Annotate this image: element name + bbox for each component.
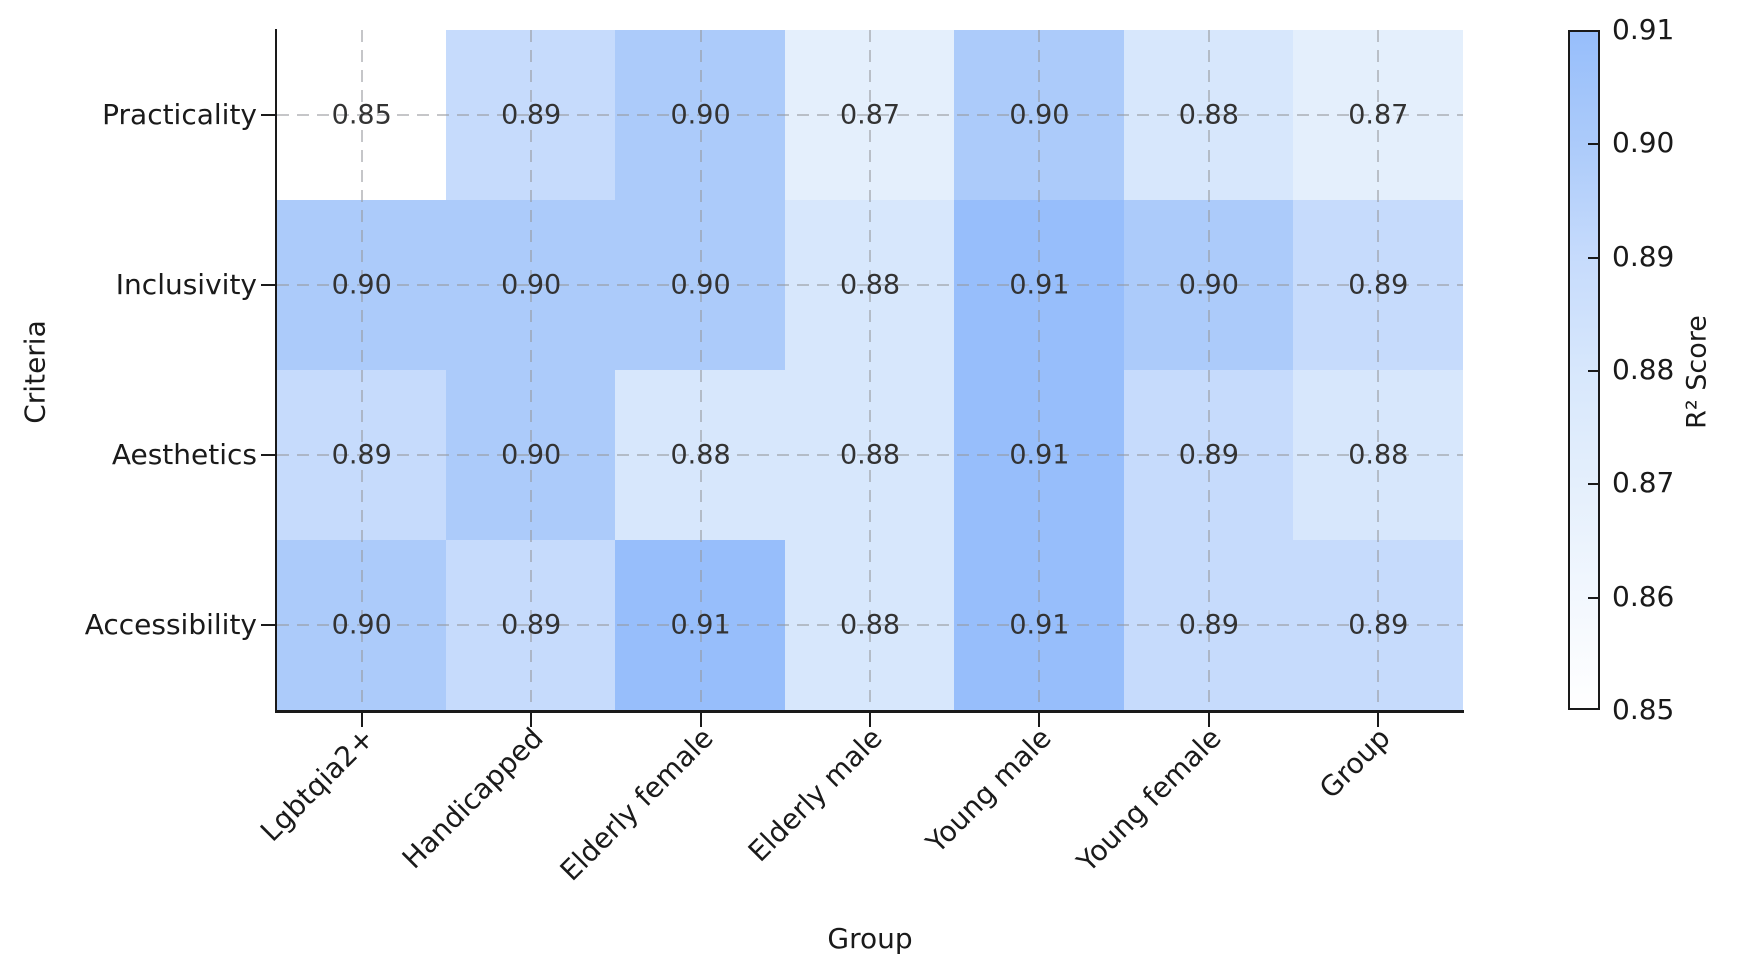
gridline-vertical — [869, 30, 871, 710]
cell-value-label: 0.90 — [331, 609, 392, 641]
gridline-vertical — [1038, 30, 1041, 710]
x-tick-label: Young female — [1070, 721, 1228, 879]
x-tick-label: Group — [1313, 721, 1397, 805]
colorbar-tick-mark — [1588, 596, 1600, 599]
cell-value-label: 0.91 — [1009, 609, 1070, 641]
colorbar-tick-mark — [1588, 483, 1600, 486]
x-axis-spine — [274, 710, 1464, 713]
x-axis-title: Group — [827, 922, 913, 955]
colorbar-tick-mark — [1588, 30, 1600, 32]
x-tick-mark — [699, 712, 702, 727]
y-axis-title: Criteria — [18, 320, 52, 424]
heatmap-plot-area: 0.85 0.89 0.90 0.87 0.90 0.88 0.87 0.90 0.90 0.90… — [276, 29, 1464, 711]
cell-value-label: 0.90 — [1178, 269, 1239, 301]
colorbar-title: R² Score — [1681, 315, 1713, 429]
x-tick-mark — [1377, 712, 1380, 727]
cell-value-label: 0.89 — [331, 439, 392, 471]
gridline-vertical — [1377, 30, 1380, 710]
gridline-horizontal — [277, 624, 1463, 626]
cell-value-label: 0.90 — [670, 269, 731, 301]
cell-value-label: 0.88 — [1348, 439, 1409, 471]
colorbar-tick-label: 0.89 — [1612, 239, 1675, 273]
colorbar-tick-label: 0.91 — [1612, 13, 1675, 46]
colorbar-tick-label: 0.85 — [1612, 693, 1675, 726]
y-tick-mark — [260, 454, 275, 456]
y-tick-mark — [260, 114, 275, 116]
colorbar-tick-label: 0.88 — [1612, 353, 1675, 386]
cell-value-label: 0.89 — [501, 609, 562, 641]
cell-value-label: 0.91 — [1009, 439, 1070, 471]
colorbar-tick-label: 0.86 — [1612, 579, 1675, 613]
cell-value-label: 0.89 — [1178, 439, 1239, 471]
colorbar-tick-label: 0.87 — [1612, 466, 1675, 500]
x-tick-label: Elderly female — [553, 721, 720, 888]
x-tick-label: Handicapped — [395, 721, 550, 876]
colorbar-tick-label: 0.90 — [1612, 126, 1675, 160]
cell-value-label: 0.91 — [670, 609, 731, 641]
cell-value-label: 0.87 — [839, 99, 901, 131]
cell-value-label: 0.90 — [501, 269, 562, 301]
gridline-vertical — [699, 30, 702, 710]
cell-value-label: 0.88 — [839, 609, 901, 641]
x-tick-mark — [1207, 712, 1210, 727]
x-tick-mark — [1038, 712, 1041, 727]
y-tick-mark — [260, 284, 275, 286]
x-tick-label: Lgbtqia2+ — [253, 721, 381, 848]
cell-value-label: 0.91 — [1009, 269, 1070, 301]
colorbar-tick-mark — [1588, 256, 1600, 259]
cell-value-label: 0.88 — [839, 439, 901, 471]
gridline-horizontal — [277, 114, 1463, 116]
gridline-vertical — [360, 30, 363, 710]
x-tick-mark — [530, 712, 533, 727]
y-tick-label: Accessibility — [84, 608, 257, 641]
cell-value-label: 0.88 — [1178, 99, 1239, 131]
gridline-vertical — [1207, 30, 1210, 710]
x-tick-label: Elderly male — [741, 721, 889, 869]
x-tick-mark — [869, 712, 871, 727]
cell-value-label: 0.88 — [839, 269, 901, 301]
colorbar-tick-mark — [1588, 370, 1600, 372]
x-tick-label: Young male — [920, 721, 1059, 860]
y-tick-label: Aesthetics — [111, 438, 257, 471]
y-axis-spine — [274, 29, 277, 712]
gridline-vertical — [530, 30, 533, 710]
y-tick-mark — [260, 624, 275, 626]
cell-value-label: 0.88 — [670, 439, 731, 471]
cell-value-label: 0.89 — [501, 99, 562, 131]
y-tick-label: Inclusivity — [115, 268, 257, 301]
cell-value-label: 0.90 — [670, 99, 731, 131]
cell-value-label: 0.90 — [501, 439, 562, 471]
gridline-horizontal — [277, 454, 1463, 456]
gridline-horizontal — [277, 284, 1463, 286]
cell-value-label: 0.85 — [331, 99, 392, 131]
cell-value-label: 0.90 — [1009, 99, 1070, 131]
cell-value-label: 0.87 — [1348, 99, 1409, 131]
cell-value-label: 0.89 — [1348, 609, 1409, 641]
y-tick-label: Practicality — [102, 98, 257, 131]
x-tick-mark — [360, 712, 363, 727]
cell-value-label: 0.89 — [1178, 609, 1239, 641]
colorbar-tick-mark — [1588, 708, 1600, 710]
colorbar-tick-mark — [1588, 143, 1600, 146]
cell-value-label: 0.89 — [1348, 269, 1409, 301]
cell-value-label: 0.90 — [331, 269, 392, 301]
